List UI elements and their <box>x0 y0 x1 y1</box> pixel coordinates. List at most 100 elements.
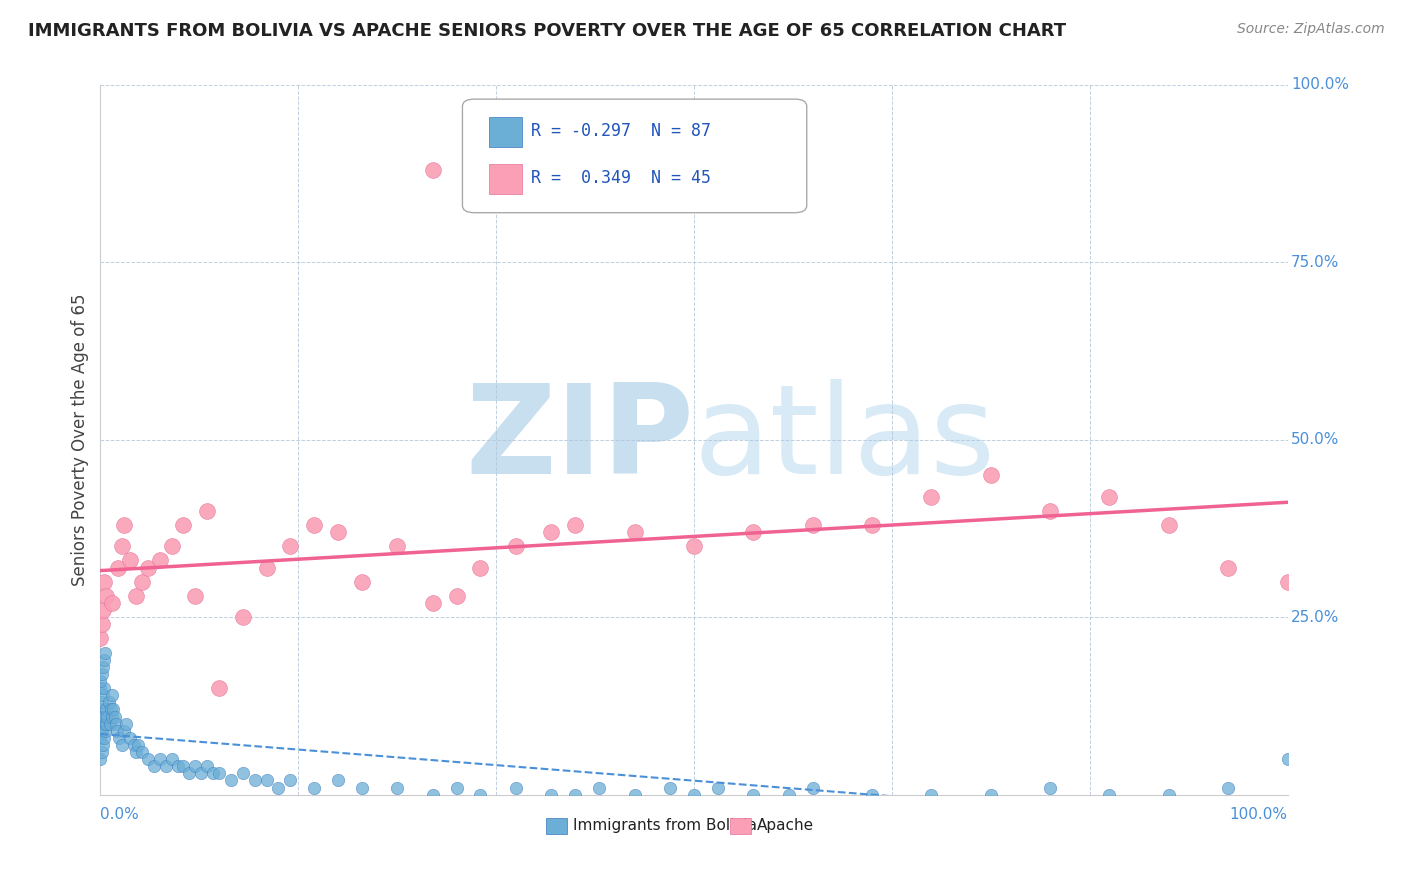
Point <box>100 702 122 716</box>
Text: R =  0.349  N = 45: R = 0.349 N = 45 <box>531 169 711 187</box>
Point <box>470 560 492 574</box>
Point <box>540 524 562 539</box>
Point <box>91 603 114 617</box>
Point <box>90 709 112 723</box>
Point <box>111 738 134 752</box>
Point <box>1157 518 1180 533</box>
Point <box>136 560 159 574</box>
Point <box>623 524 645 539</box>
Point <box>172 759 194 773</box>
Text: 75.0%: 75.0% <box>1291 255 1340 270</box>
Point <box>422 163 444 178</box>
Text: ZIP: ZIP <box>465 379 695 500</box>
Point <box>90 745 112 759</box>
Point <box>860 518 883 533</box>
Point <box>149 553 172 567</box>
Point <box>131 574 153 589</box>
Point <box>101 688 124 702</box>
Point <box>96 709 118 723</box>
Point <box>219 773 242 788</box>
Point <box>97 695 120 709</box>
Point <box>302 518 325 533</box>
Point <box>89 632 111 646</box>
Point <box>142 759 165 773</box>
Point <box>184 589 207 603</box>
Point <box>89 681 111 695</box>
Point <box>920 788 942 802</box>
Point <box>980 468 1002 483</box>
Text: Source: ZipAtlas.com: Source: ZipAtlas.com <box>1237 22 1385 37</box>
Point <box>801 780 824 795</box>
Point <box>93 574 115 589</box>
Point <box>127 738 149 752</box>
Bar <box>546 818 567 834</box>
Point <box>94 723 117 738</box>
Point <box>108 731 131 745</box>
Point <box>90 617 112 632</box>
Text: 100.0%: 100.0% <box>1230 807 1288 822</box>
Text: 100.0%: 100.0% <box>1291 78 1350 93</box>
Text: 50.0%: 50.0% <box>1291 433 1340 447</box>
Point <box>208 681 231 695</box>
Point <box>125 745 148 759</box>
Point <box>93 653 115 667</box>
Point <box>195 759 218 773</box>
Point <box>1039 504 1062 518</box>
Point <box>98 716 121 731</box>
Text: IMMIGRANTS FROM BOLIVIA VS APACHE SENIORS POVERTY OVER THE AGE OF 65 CORRELATION: IMMIGRANTS FROM BOLIVIA VS APACHE SENIOR… <box>28 22 1066 40</box>
Point <box>195 504 218 518</box>
Point <box>470 788 492 802</box>
Point <box>1157 788 1180 802</box>
Point <box>112 723 135 738</box>
Point <box>90 667 112 681</box>
Point <box>184 759 207 773</box>
Bar <box>488 117 522 146</box>
Point <box>326 773 349 788</box>
Text: 0.0%: 0.0% <box>100 807 139 822</box>
Point <box>122 738 145 752</box>
Point <box>90 723 112 738</box>
Point <box>96 589 118 603</box>
Point <box>385 539 408 553</box>
Point <box>89 674 111 689</box>
Point <box>104 716 127 731</box>
Point <box>190 766 212 780</box>
Point <box>278 773 301 788</box>
Point <box>118 731 141 745</box>
Point <box>243 773 266 788</box>
Point <box>385 780 408 795</box>
Point <box>659 780 682 795</box>
Point <box>103 702 125 716</box>
Point <box>125 589 148 603</box>
Point <box>94 646 117 660</box>
Point <box>96 702 118 716</box>
Point <box>256 560 278 574</box>
Point <box>166 759 188 773</box>
Bar <box>730 818 751 834</box>
Text: atlas: atlas <box>695 379 995 500</box>
Point <box>1277 752 1299 766</box>
Point <box>1039 780 1062 795</box>
Text: 25.0%: 25.0% <box>1291 610 1340 624</box>
Point <box>505 780 527 795</box>
Point <box>267 780 290 795</box>
Point <box>683 788 706 802</box>
Point <box>118 553 141 567</box>
Bar <box>488 164 522 194</box>
Point <box>326 524 349 539</box>
Point <box>105 723 128 738</box>
Point <box>588 780 610 795</box>
Point <box>683 539 706 553</box>
Point <box>91 660 114 674</box>
Text: R = -0.297  N = 87: R = -0.297 N = 87 <box>531 122 711 140</box>
Point <box>564 788 586 802</box>
Point <box>160 752 183 766</box>
Point <box>89 752 111 766</box>
Point <box>778 788 800 802</box>
Point <box>89 702 111 716</box>
Point <box>160 539 183 553</box>
Point <box>155 759 177 773</box>
Point <box>89 716 111 731</box>
Point <box>422 788 444 802</box>
Point <box>1098 788 1121 802</box>
